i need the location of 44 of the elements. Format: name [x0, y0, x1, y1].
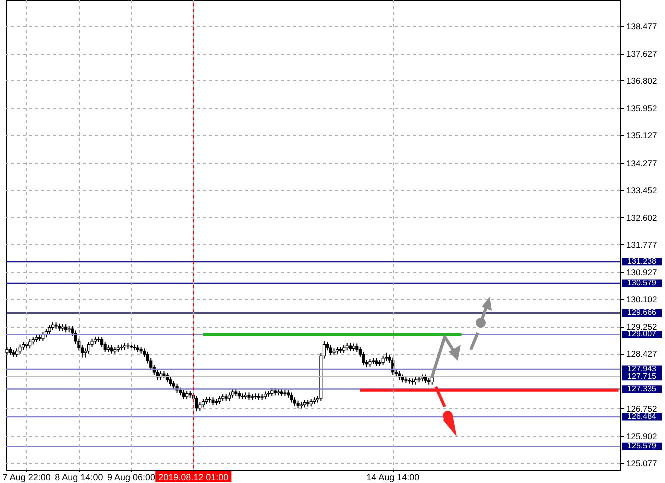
y-tick-label: 130.102	[626, 294, 658, 305]
ref-line-label: 127.943	[628, 364, 658, 374]
ref-line-label: 130.579	[628, 278, 658, 288]
y-tick-label: 138.477	[626, 21, 658, 32]
y-tick-label: 134.277	[626, 158, 658, 168]
y-tick-label: 125.902	[626, 432, 658, 442]
ref-line-label: 125.579	[628, 442, 658, 451]
candlestick	[48, 324, 52, 335]
x-tick-label: 2019.08.12 01:00	[158, 472, 229, 482]
y-tick-label: 132.602	[626, 212, 658, 223]
candlestick	[42, 332, 45, 342]
y-tick-label: 125.077	[626, 458, 658, 468]
candlestick	[290, 392, 294, 404]
ref-line-label: 129.007	[628, 330, 658, 339]
ref-line-label: 126.484	[628, 412, 658, 422]
y-tick-label: 128.427	[626, 349, 658, 360]
y-tick-label: 129.252	[626, 322, 658, 332]
y-tick-label: 135.952	[626, 104, 658, 114]
y-tick-label: 126.752	[626, 404, 658, 414]
y-tick-label: 136.802	[626, 76, 658, 86]
x-tick-label: 7 Aug 22:00	[2, 472, 51, 482]
x-tick-label: 8 Aug 14:00	[55, 472, 104, 482]
ref-line-label: 127.715	[628, 372, 658, 381]
x-tick-label: 9 Aug 06:00	[107, 472, 156, 482]
candlestick	[182, 390, 186, 400]
candlestick	[28, 339, 32, 350]
candlestick	[195, 395, 198, 412]
y-tick-label: 133.452	[626, 185, 658, 196]
candlestick	[104, 342, 107, 353]
y-tick-label: 131.777	[626, 240, 658, 250]
ref-line-label: 129.666	[628, 308, 658, 318]
candlestick	[382, 355, 385, 366]
candlestick	[80, 344, 84, 358]
x-tick-label: 14 Aug 14:00	[366, 472, 420, 482]
candlestick	[329, 344, 333, 356]
candlestick	[362, 351, 366, 366]
ref-line-label: 131.238	[628, 256, 658, 266]
ref-line-label: 127.335	[628, 384, 658, 394]
y-tick-label: 137.627	[626, 49, 658, 60]
y-tick-label: 130.927	[626, 268, 658, 278]
y-tick-label: 135.127	[626, 130, 658, 141]
candlestick	[87, 342, 91, 354]
candlestick	[169, 376, 172, 387]
candlestick	[18, 344, 22, 354]
